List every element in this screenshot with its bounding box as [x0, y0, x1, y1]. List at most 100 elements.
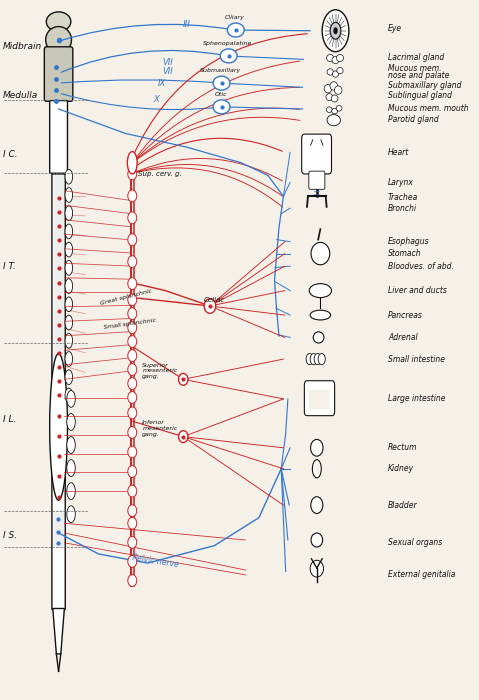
Ellipse shape: [128, 485, 137, 497]
Ellipse shape: [336, 106, 342, 111]
Text: I L.: I L.: [3, 415, 16, 424]
Text: Larynx: Larynx: [388, 178, 414, 187]
Text: Inferior
mesenteric
gang.: Inferior mesenteric gang.: [142, 420, 178, 437]
Ellipse shape: [128, 363, 137, 375]
Ellipse shape: [128, 505, 137, 517]
Ellipse shape: [67, 391, 75, 407]
Text: Kidney: Kidney: [388, 464, 414, 473]
Ellipse shape: [65, 388, 73, 402]
Ellipse shape: [65, 279, 73, 293]
Text: VII: VII: [162, 67, 173, 76]
Ellipse shape: [128, 278, 137, 290]
Ellipse shape: [334, 86, 342, 94]
Ellipse shape: [336, 55, 343, 62]
Ellipse shape: [213, 76, 230, 90]
Text: Bronchi: Bronchi: [388, 204, 417, 214]
Text: Submaxillary gland: Submaxillary gland: [388, 81, 462, 90]
Ellipse shape: [128, 308, 137, 320]
Ellipse shape: [128, 336, 137, 348]
Ellipse shape: [67, 460, 75, 477]
Ellipse shape: [128, 517, 137, 529]
Ellipse shape: [67, 437, 75, 454]
Text: Lacrimal gland: Lacrimal gland: [388, 53, 445, 62]
Ellipse shape: [128, 426, 137, 438]
Ellipse shape: [324, 85, 332, 93]
Ellipse shape: [128, 322, 137, 334]
Ellipse shape: [128, 536, 137, 548]
Text: Sup. cerv. g.: Sup. cerv. g.: [138, 171, 182, 177]
Ellipse shape: [46, 27, 71, 53]
Ellipse shape: [179, 430, 188, 442]
Ellipse shape: [314, 354, 321, 365]
Text: Mucous mem.: Mucous mem.: [388, 64, 442, 73]
Circle shape: [330, 22, 341, 39]
Ellipse shape: [128, 466, 137, 477]
FancyBboxPatch shape: [302, 134, 331, 174]
Text: Large intestine: Large intestine: [388, 394, 445, 403]
Text: Celiac: Celiac: [203, 297, 225, 302]
Text: Great splanchnic: Great splanchnic: [100, 288, 152, 306]
Text: Bladder: Bladder: [388, 500, 418, 510]
FancyBboxPatch shape: [53, 174, 64, 382]
Text: Medulla: Medulla: [3, 90, 38, 99]
Ellipse shape: [128, 234, 137, 246]
Ellipse shape: [65, 297, 73, 312]
FancyBboxPatch shape: [309, 172, 325, 189]
Ellipse shape: [306, 354, 313, 365]
Ellipse shape: [65, 370, 73, 384]
Ellipse shape: [67, 414, 75, 430]
Ellipse shape: [332, 108, 338, 114]
Ellipse shape: [128, 556, 137, 568]
Circle shape: [322, 10, 349, 52]
Ellipse shape: [65, 315, 73, 330]
Text: Submaxillary: Submaxillary: [200, 69, 241, 74]
Text: External genitalia: External genitalia: [388, 570, 456, 580]
Text: Sublingual gland: Sublingual gland: [388, 91, 452, 100]
Ellipse shape: [310, 310, 331, 320]
Ellipse shape: [128, 212, 137, 224]
Text: Bloodves. of abd.: Bloodves. of abd.: [388, 262, 454, 271]
Ellipse shape: [310, 560, 323, 577]
FancyBboxPatch shape: [45, 47, 73, 102]
Circle shape: [333, 27, 338, 34]
Ellipse shape: [330, 82, 338, 90]
Ellipse shape: [332, 57, 339, 64]
Text: X: X: [153, 95, 159, 104]
Ellipse shape: [65, 260, 73, 275]
Ellipse shape: [311, 497, 323, 514]
Text: Otic: Otic: [215, 92, 227, 97]
Ellipse shape: [220, 49, 237, 63]
Ellipse shape: [313, 332, 324, 343]
Text: Small splanchnic: Small splanchnic: [103, 317, 156, 330]
Ellipse shape: [67, 483, 75, 500]
Ellipse shape: [65, 351, 73, 366]
Text: Sphenopalatine: Sphenopalatine: [203, 41, 252, 46]
Ellipse shape: [65, 169, 73, 184]
Text: Parotid gland: Parotid gland: [388, 115, 439, 124]
Ellipse shape: [46, 12, 71, 32]
Ellipse shape: [46, 27, 71, 52]
Text: Pelvic nerve: Pelvic nerve: [132, 553, 180, 569]
Ellipse shape: [228, 23, 244, 37]
Ellipse shape: [128, 391, 137, 403]
Ellipse shape: [316, 463, 320, 475]
Ellipse shape: [326, 107, 332, 113]
Text: Mucous mem. mouth: Mucous mem. mouth: [388, 104, 468, 113]
Ellipse shape: [179, 373, 188, 385]
Ellipse shape: [128, 350, 137, 361]
Ellipse shape: [67, 506, 75, 523]
Text: Rectum: Rectum: [388, 443, 418, 452]
Text: Small intestine: Small intestine: [388, 355, 445, 363]
Ellipse shape: [204, 299, 216, 314]
Text: Eye: Eye: [388, 24, 402, 33]
Text: III: III: [183, 20, 191, 29]
Text: Stomach: Stomach: [388, 249, 422, 258]
Ellipse shape: [127, 152, 137, 174]
Text: Ciliary: Ciliary: [225, 15, 245, 20]
Ellipse shape: [128, 256, 137, 267]
Ellipse shape: [128, 575, 137, 587]
Ellipse shape: [337, 67, 343, 74]
Text: VII: VII: [162, 57, 173, 66]
Ellipse shape: [310, 354, 317, 365]
Text: Esophagus: Esophagus: [388, 237, 430, 246]
